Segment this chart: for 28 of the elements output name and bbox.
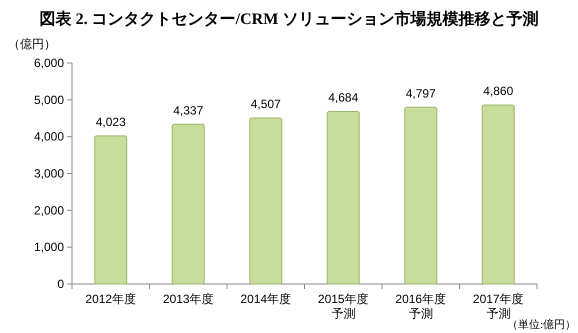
data-label: 4,337 (173, 103, 204, 118)
y-tick-label: 2,000 (34, 203, 64, 218)
y-tick-label: 0 (57, 277, 64, 291)
y-tick-label: 1,000 (34, 240, 64, 254)
data-label: 4,507 (250, 96, 282, 111)
bar (482, 104, 515, 284)
y-tick-label: 3,000 (34, 166, 64, 180)
bar (326, 110, 360, 284)
y-tick-label: 5,000 (34, 92, 64, 107)
bar (172, 124, 205, 284)
data-label: 4,023 (96, 114, 126, 129)
x-tick-label: 2012年度 (85, 292, 136, 306)
x-tick-label: 2016年度予測 (395, 292, 446, 320)
bar (249, 117, 282, 284)
data-label: 4,684 (328, 90, 359, 104)
x-tick-label: 2017年度予測 (472, 292, 524, 320)
y-axis-title: （億円） (8, 37, 56, 51)
data-label: 4,797 (406, 86, 436, 100)
bar (94, 135, 128, 284)
x-tick-label: 2015年度予測 (318, 292, 369, 320)
y-tick-label: 4,000 (34, 130, 64, 144)
text: （単位:億円） (506, 318, 576, 331)
y-tick-label: 6,000 (34, 56, 64, 70)
bar (404, 106, 438, 284)
x-tick-label: 2014年度 (240, 292, 292, 306)
data-label: 4,860 (483, 84, 514, 98)
x-tick-label: 2013年度 (162, 292, 214, 306)
chart-title: 図表 2. コンタクトセンター/CRM ソリューション市場規模推移と予測 (40, 10, 538, 28)
